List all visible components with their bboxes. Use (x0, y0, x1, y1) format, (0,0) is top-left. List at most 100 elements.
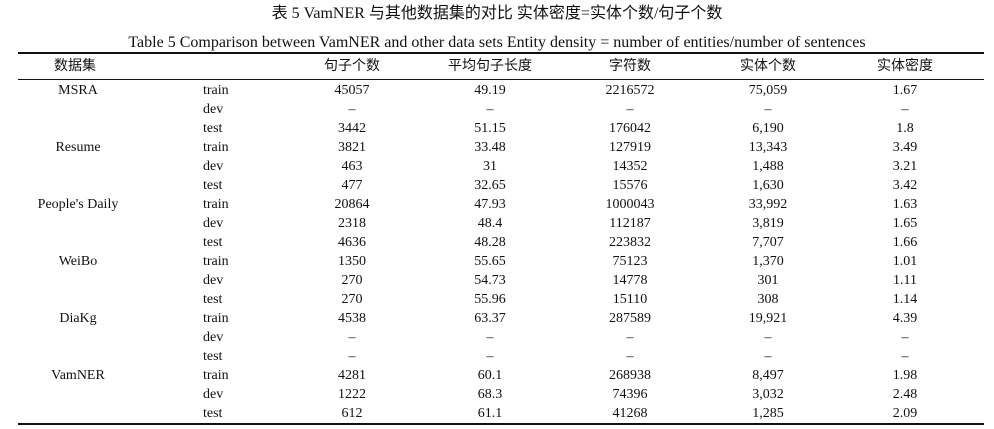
cell-avg-length: 47.93 (474, 197, 506, 212)
cell-entities: 1,630 (752, 178, 784, 193)
cell-dataset: WeiBo (58, 254, 98, 269)
cell-split: dev (203, 387, 224, 402)
cell-sentences: 612 (341, 406, 363, 421)
cell-sentences: 477 (341, 178, 363, 193)
cell-entities: 19,921 (748, 311, 788, 326)
cell-entities: 33,992 (748, 197, 788, 212)
cell-dataset: MSRA (58, 83, 98, 98)
cell-entities: 1,488 (752, 159, 784, 174)
cell-characters: 75123 (612, 254, 648, 269)
cell-sentences: 4538 (338, 311, 366, 326)
cell-density: – (901, 349, 909, 364)
cell-density: 1.01 (892, 254, 918, 269)
table-row: VamNER train 4281 60.1 268938 8,497 1.98 (0, 366, 994, 385)
cell-avg-length: 48.28 (474, 235, 506, 250)
cell-density: 1.65 (892, 216, 918, 231)
table-row: dev – – – – – (0, 328, 994, 347)
cell-entities: 3,032 (752, 387, 784, 402)
cell-sentences: 3821 (338, 140, 366, 155)
cell-entities: 1,285 (752, 406, 784, 421)
cell-characters: 74396 (612, 387, 648, 402)
cell-characters: 14778 (612, 273, 648, 288)
cell-characters: 268938 (609, 368, 651, 383)
cell-characters: 15576 (612, 178, 648, 193)
cell-characters: 1000043 (605, 197, 655, 212)
header-characters: 字符数 (609, 59, 651, 74)
cell-avg-length: – (486, 349, 494, 364)
cell-entities: 301 (757, 273, 779, 288)
table-body: MSRA train 45057 49.19 2216572 75,059 1.67 dev –… (0, 81, 994, 423)
cell-sentences: 1350 (338, 254, 366, 269)
table-row: test 4636 48.28 223832 7,707 1.66 (0, 233, 994, 252)
table-row: WeiBo train 1350 55.65 75123 1,370 1.01 (0, 252, 994, 271)
header-dataset: 数据集 (54, 59, 96, 74)
table-row: test 612 61.1 41268 1,285 2.09 (0, 404, 994, 423)
cell-entities: 1,370 (752, 254, 784, 269)
cell-sentences: 270 (341, 273, 363, 288)
cell-characters: 287589 (609, 311, 651, 326)
cell-avg-length: 55.65 (474, 254, 506, 269)
cell-characters: 112187 (609, 216, 651, 231)
cell-density: 1.67 (892, 83, 918, 98)
cell-sentences: 463 (341, 159, 363, 174)
cell-split: train (203, 368, 229, 383)
table-row: dev 270 54.73 14778 301 1.11 (0, 271, 994, 290)
cell-density: 1.98 (892, 368, 918, 383)
cell-density: 4.39 (892, 311, 918, 326)
cell-split: dev (203, 159, 224, 174)
cell-split: train (203, 140, 229, 155)
cell-density: 3.49 (892, 140, 918, 155)
cell-entities: 8,497 (752, 368, 784, 383)
cell-split: test (203, 121, 223, 136)
cell-split: test (203, 349, 223, 364)
cell-entities: 308 (757, 292, 779, 307)
table-row: dev 1222 68.3 74396 3,032 2.48 (0, 385, 994, 404)
cell-split: train (203, 83, 229, 98)
cell-avg-length: 32.65 (474, 178, 506, 193)
cell-sentences: 2318 (338, 216, 366, 231)
cell-sentences: 3442 (338, 121, 366, 136)
table-top-rule (18, 52, 984, 54)
cell-density: 2.48 (892, 387, 918, 402)
header-sentences: 句子个数 (324, 59, 380, 74)
cell-split: train (203, 197, 229, 212)
header-entities: 实体个数 (740, 59, 796, 74)
cell-split: test (203, 292, 223, 307)
cell-split: dev (203, 216, 224, 231)
table-row: test 477 32.65 15576 1,630 3.42 (0, 176, 994, 195)
table-row: dev 2318 48.4 112187 3,819 1.65 (0, 214, 994, 233)
cell-avg-length: 61.1 (477, 406, 503, 421)
cell-entities: – (764, 330, 772, 345)
cell-density: 1.8 (896, 121, 914, 136)
cell-characters: 15110 (612, 292, 648, 307)
cell-avg-length: – (486, 330, 494, 345)
table-bottom-rule (18, 423, 984, 425)
cell-sentences: 45057 (334, 83, 370, 98)
cell-split: dev (203, 102, 224, 117)
table-caption-english: Table 5 Comparison between VamNER and ot… (128, 34, 866, 51)
cell-entities: 3,819 (752, 216, 784, 231)
table-row: Resume train 3821 33.48 127919 13,343 3.49 (0, 138, 994, 157)
cell-sentences: – (348, 330, 356, 345)
cell-avg-length: 60.1 (477, 368, 503, 383)
cell-sentences: 4281 (338, 368, 366, 383)
cell-sentences: 1222 (338, 387, 366, 402)
cell-characters: – (626, 102, 634, 117)
cell-split: test (203, 235, 223, 250)
cell-split: train (203, 254, 229, 269)
cell-density: – (901, 102, 909, 117)
cell-avg-length: 63.37 (474, 311, 506, 326)
cell-entities: – (764, 102, 772, 117)
cell-avg-length: – (486, 102, 494, 117)
cell-dataset: VamNER (51, 368, 105, 383)
cell-split: dev (203, 330, 224, 345)
cell-split: dev (203, 273, 224, 288)
cell-avg-length: 55.96 (474, 292, 506, 307)
cell-density: 1.63 (892, 197, 918, 212)
cell-entities: 6,190 (752, 121, 784, 136)
cell-characters: – (626, 349, 634, 364)
cell-avg-length: 33.48 (474, 140, 506, 155)
cell-density: 2.09 (892, 406, 918, 421)
cell-characters: 176042 (609, 121, 651, 136)
cell-split: test (203, 178, 223, 193)
